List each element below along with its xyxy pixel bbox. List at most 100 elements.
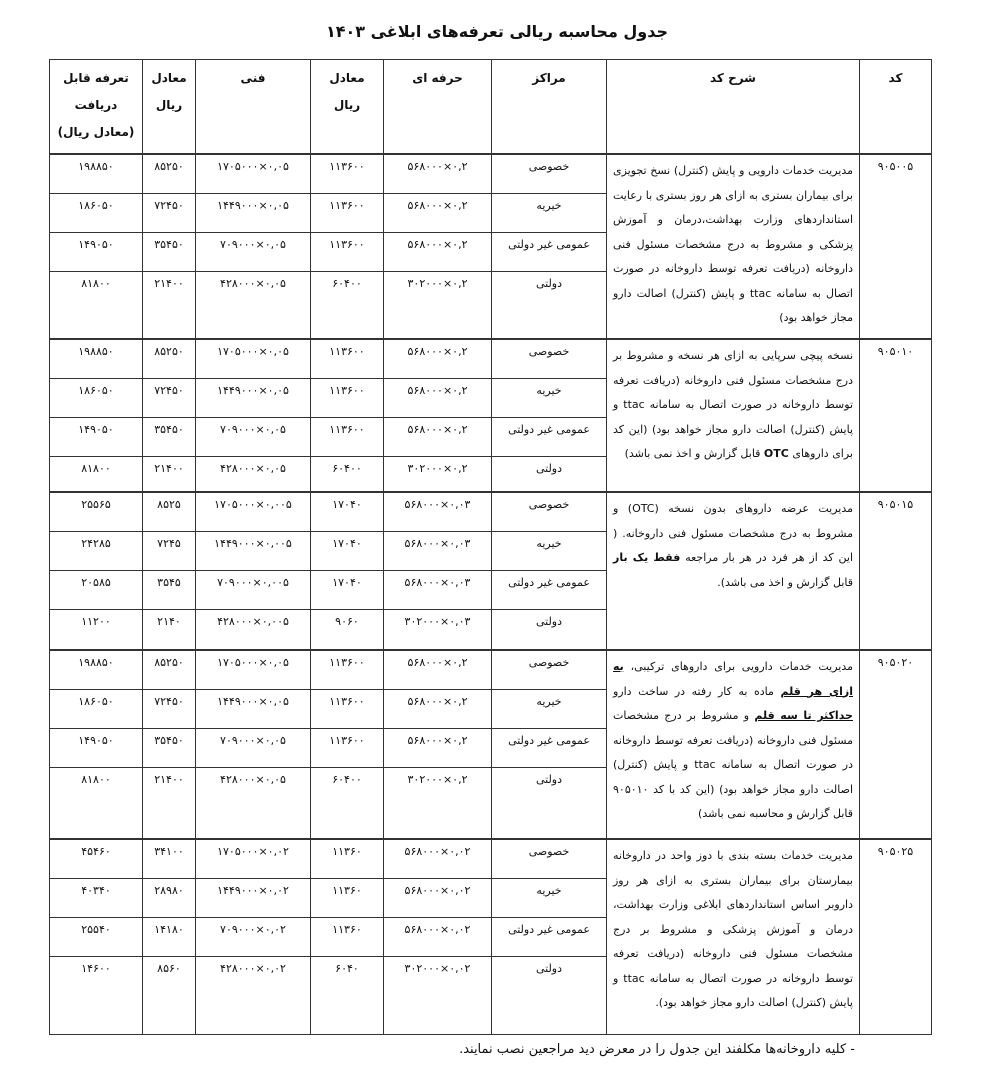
code-cell: ۹۰۵۰۱۰ [859, 338, 932, 493]
cell-value: ۲۴۲۸۵ [81, 536, 111, 550]
table-row: دولتی ۳۰۲۰۰۰×۰,۲ ۶۰۴۰۰ ۴۲۸۰۰۰×۰,۰۵ ۲۱۴۰۰ ۸۱۸۰… [49, 455, 932, 493]
center-type-cell: خصوصی [491, 838, 607, 879]
cell-value: ۱۴۴۹۰۰۰×۰,۰۵ [217, 198, 289, 212]
total-tariff-cell: ۲۵۵۶۵ [49, 491, 143, 532]
center-type-cell: خصوصی [491, 153, 607, 194]
professional-rial-cell: ۹۰۶۰ [310, 608, 384, 651]
table-row: ۹۰۵۰۱۰ نسخه پیچی سرپایی به ازای هر نسخه و… [49, 338, 932, 493]
cell-value: ۷۰۹۰۰۰×۰,۰۰۵ [217, 575, 289, 589]
cell-value: ۲۱۴۰۰ [154, 276, 184, 290]
table-row: خیریه ۵۶۸۰۰۰×۰,۰۳ ۱۷۰۴۰ ۱۴۴۹۰۰۰×۰,۰۰۵ ۷۲۴۵ ۲۴… [49, 530, 932, 571]
cell-value: ۸۵۶۰ [157, 961, 181, 975]
cell-value: ۶۰۴۰۰ [332, 461, 362, 475]
cell-value: ۳۵۴۵۰ [154, 422, 184, 436]
center-type-cell: عمومی غیر دولتی [491, 916, 607, 957]
tariff-table: کد شرح کد مراکز حرفه ای معادل ریال فنی م… [49, 59, 932, 1035]
table-row: خیریه ۵۶۸۰۰۰×۰,۰۲ ۱۱۳۶۰ ۱۴۴۹۰۰۰×۰,۰۲ ۲۸۹۸۰ ۴۰… [49, 877, 932, 918]
professional-rial-cell: ۱۷۰۴۰ [310, 569, 384, 610]
description-cell: مدیریت عرضه داروهای بدون نسخه (OTC) و مش… [606, 491, 860, 651]
cell-value: ۵۶۸۰۰۰×۰,۰۲ [404, 845, 471, 858]
center-type-cell: عمومی غیر دولتی [491, 569, 607, 610]
professional-rial-cell: ۱۱۳۶۰۰ [310, 377, 384, 418]
professional-rial-cell: ۱۱۳۶۰۰ [310, 231, 384, 272]
cell-value: ۱۱۳۶۰۰ [329, 383, 365, 397]
code-cell: ۹۰۵۰۰۵ [859, 153, 932, 340]
cell-value: ۱۷۰۵۰۰۰×۰,۰۰۵ [214, 498, 292, 511]
table-row: خیریه ۵۶۸۰۰۰×۰,۲ ۱۱۳۶۰۰ ۱۴۴۹۰۰۰×۰,۰۵ ۷۲۴۵۰ ۱۸… [49, 377, 932, 418]
cell-value: ۷۰۹۰۰۰×۰,۰۵ [220, 733, 286, 747]
table-row: دولتی ۳۰۲۰۰۰×۰,۰۲ ۶۰۴۰ ۴۲۸۰۰۰×۰,۰۲ ۸۵۶۰ ۱۴۶۰۰ [49, 955, 932, 1035]
technical-cell: ۱۴۴۹۰۰۰×۰,۰۵ [195, 377, 311, 418]
cell-value: ۵۶۸۰۰۰×۰,۲ [407, 383, 468, 397]
header-professional: حرفه ای [383, 59, 492, 155]
cell-value: ۲۱۴۰۰ [154, 772, 184, 786]
cell-value: ۵۶۸۰۰۰×۰,۲ [407, 345, 468, 358]
technical-rial-cell: ۱۴۱۸۰ [142, 916, 196, 957]
technical-rial-cell: ۷۲۴۵ [142, 530, 196, 571]
total-tariff-cell: ۲۵۵۴۰ [49, 916, 143, 957]
center-type-cell: دولتی [491, 766, 607, 840]
professional-cell: ۳۰۲۰۰۰×۰,۲ [383, 270, 492, 340]
header-total-tariff: تعرفه قابل دریافت (معادل ریال) [49, 59, 143, 155]
technical-rial-cell: ۸۵۲۵۰ [142, 153, 196, 194]
cell-value: ۵۶۸۰۰۰×۰,۰۲ [404, 922, 471, 936]
cell-value: ۵۶۸۰۰۰×۰,۰۳ [404, 575, 471, 589]
cell-value: ۶۰۴۰ [335, 961, 359, 975]
professional-cell: ۵۶۸۰۰۰×۰,۰۳ [383, 530, 492, 571]
professional-rial-cell: ۱۱۳۶۰۰ [310, 649, 384, 690]
professional-rial-cell: ۱۱۳۶۰ [310, 877, 384, 918]
cell-value: ۵۶۸۰۰۰×۰,۰۳ [404, 536, 471, 550]
cell-value: ۱۸۶۰۵۰ [78, 694, 114, 708]
table-row: عمومی غیر دولتی ۵۶۸۰۰۰×۰,۲ ۱۱۳۶۰۰ ۷۰۹۰۰۰×۰,… [49, 231, 932, 272]
professional-rial-cell: ۱۱۳۶۰۰ [310, 192, 384, 233]
professional-cell: ۳۰۲۰۰۰×۰,۲ [383, 455, 492, 493]
professional-rial-cell: ۱۷۰۴۰ [310, 530, 384, 571]
technical-cell: ۷۰۹۰۰۰×۰,۰۵ [195, 727, 311, 768]
cell-value: ۳۰۲۰۰۰×۰,۲ [407, 276, 468, 290]
total-tariff-cell: ۱۴۹۰۵۰ [49, 231, 143, 272]
cell-value: ۳۵۴۵ [157, 575, 181, 589]
technical-rial-cell: ۳۵۴۵۰ [142, 416, 196, 457]
emphasis-text: به ازای هر قلم [613, 660, 853, 698]
emphasis-text: فقط یک بار [613, 551, 681, 564]
technical-cell: ۱۴۴۹۰۰۰×۰,۰۰۵ [195, 530, 311, 571]
center-type-cell: خصوصی [491, 649, 607, 690]
table-row: خیریه ۵۶۸۰۰۰×۰,۲ ۱۱۳۶۰۰ ۱۴۴۹۰۰۰×۰,۰۵ ۷۲۴۵۰ ۱۸… [49, 192, 932, 233]
center-type-cell: دولتی [491, 270, 607, 340]
table-row: عمومی غیر دولتی ۵۶۸۰۰۰×۰,۰۳ ۱۷۰۴۰ ۷۰۹۰۰۰×۰,… [49, 569, 932, 610]
cell-value: ۵۶۸۰۰۰×۰,۲ [407, 198, 468, 212]
cell-value: ۸۱۸۰۰ [81, 772, 111, 786]
professional-rial-cell: ۶۰۴۰۰ [310, 455, 384, 493]
header-technical: فنی [195, 59, 311, 155]
technical-cell: ۴۲۸۰۰۰×۰,۰۲ [195, 955, 311, 1035]
cell-value: ۱۱۲۰۰ [81, 614, 111, 628]
code-cell: ۹۰۵۰۲۰ [859, 649, 932, 840]
table-row: دولتی ۳۰۲۰۰۰×۰,۲ ۶۰۴۰۰ ۴۲۸۰۰۰×۰,۰۵ ۲۱۴۰۰ ۸۱۸۰… [49, 766, 932, 840]
technical-rial-cell: ۷۲۴۵۰ [142, 377, 196, 418]
professional-rial-cell: ۱۱۳۶۰ [310, 916, 384, 957]
technical-cell: ۱۷۰۵۰۰۰×۰,۰۲ [195, 838, 311, 879]
center-type-cell: خیریه [491, 530, 607, 571]
professional-rial-cell: ۱۱۳۶۰۰ [310, 153, 384, 194]
cell-value: ۳۴۱۰۰ [154, 845, 184, 858]
center-type-cell: خصوصی [491, 491, 607, 532]
cell-value: ۱۸۶۰۵۰ [78, 383, 114, 397]
cell-value: ۲۸۹۸۰ [154, 883, 184, 897]
cell-value: ۴۲۸۰۰۰×۰,۰۵ [220, 461, 286, 475]
cell-value: ۴۲۸۰۰۰×۰,۰۵ [220, 276, 286, 290]
center-type-cell: عمومی غیر دولتی [491, 416, 607, 457]
technical-cell: ۴۲۸۰۰۰×۰,۰۵ [195, 766, 311, 840]
total-tariff-cell: ۱۹۸۸۵۰ [49, 153, 143, 194]
cell-value: ۱۷۰۵۰۰۰×۰,۰۵ [217, 345, 289, 358]
cell-value: ۱۷۰۴۰ [332, 536, 362, 550]
total-tariff-cell: ۱۹۸۸۵۰ [49, 649, 143, 690]
cell-value: ۱۴۶۰۰ [81, 961, 111, 975]
center-type-cell: عمومی غیر دولتی [491, 231, 607, 272]
center-type-cell: خیریه [491, 192, 607, 233]
cell-value: ۷۲۴۵۰ [154, 694, 184, 708]
description-text: مدیریت خدمات بسته بندی با دوز واحد در دا… [613, 849, 854, 1009]
cell-value: ۵۶۸۰۰۰×۰,۲ [407, 656, 468, 669]
total-tariff-cell: ۸۱۸۰۰ [49, 270, 143, 340]
table-row: ۹۰۵۰۲۵ مدیریت خدمات بسته بندی با دوز واحد… [49, 838, 932, 1035]
cell-value: ۴۵۴۶۰ [81, 845, 111, 858]
